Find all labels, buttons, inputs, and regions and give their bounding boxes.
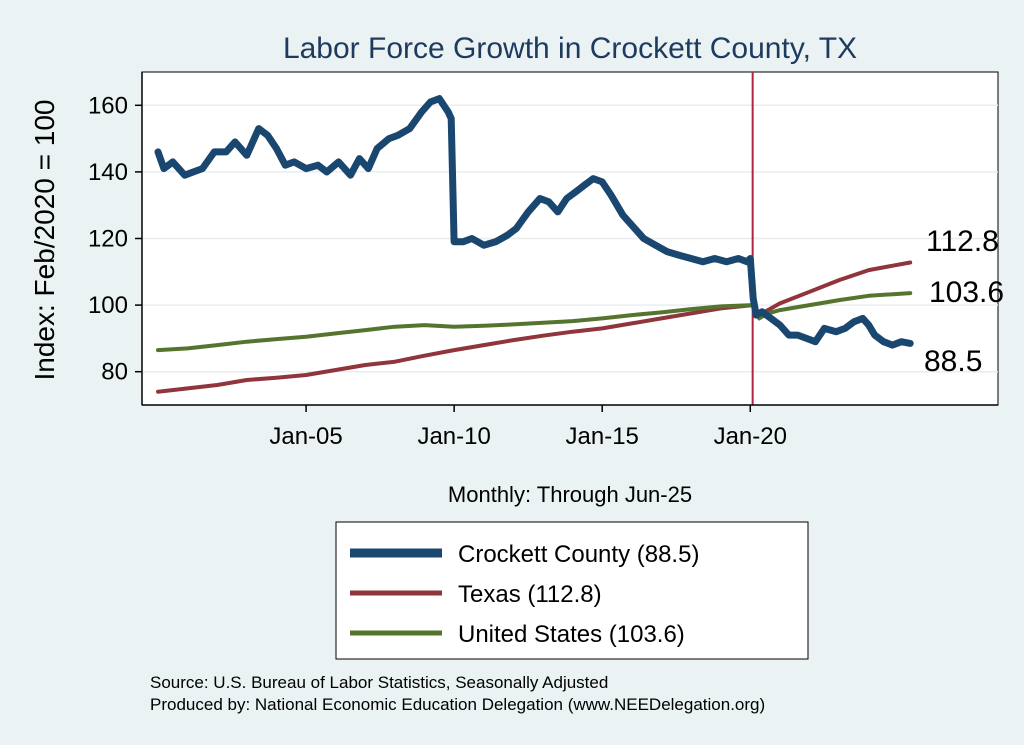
y-tick-label-100: 100	[88, 292, 128, 319]
end-label-crockett: 88.5	[924, 345, 982, 378]
end-labels: 88.5 112.8 103.6	[924, 225, 1004, 378]
end-label-us: 103.6	[929, 276, 1004, 309]
series-line-texas	[156, 260, 913, 394]
producer-note: Produced by: National Economic Education…	[150, 695, 765, 714]
x-axis-title: Monthly: Through Jun-25	[448, 482, 692, 507]
x-tick-label-Jan-10: Jan-10	[417, 423, 490, 450]
chart-title: Labor Force Growth in Crockett County, T…	[283, 32, 857, 65]
series-layer	[154, 95, 914, 394]
y-axis-ticks: 80 100 120 140 160	[88, 92, 142, 386]
legend: Crockett County (88.5) Texas (112.8) Uni…	[335, 521, 809, 660]
x-tick-label-Jan-20: Jan-20	[714, 423, 787, 450]
y-tick-label-140: 140	[88, 159, 128, 186]
y-axis-title: Index: Feb/2020 = 100	[29, 100, 60, 381]
gridlines	[142, 104, 998, 373]
x-axis-ticks: Jan-05 Jan-10 Jan-15 Jan-20	[269, 405, 787, 450]
x-tick-label-Jan-05: Jan-05	[269, 423, 342, 450]
legend-label-crockett: Crockett County (88.5)	[458, 541, 699, 568]
x-tick-label-Jan-15: Jan-15	[566, 423, 639, 450]
end-label-texas: 112.8	[926, 225, 999, 258]
y-tick-label-120: 120	[88, 226, 128, 253]
y-tick-label-160: 160	[88, 92, 128, 119]
series-line-crockett	[154, 95, 914, 349]
source-note: Source: U.S. Bureau of Labor Statistics,…	[150, 673, 608, 692]
legend-label-us: United States (103.6)	[458, 621, 685, 648]
legend-label-texas: Texas (112.8)	[458, 581, 602, 608]
series-line-us	[156, 291, 913, 353]
y-tick-label-80: 80	[101, 359, 128, 386]
